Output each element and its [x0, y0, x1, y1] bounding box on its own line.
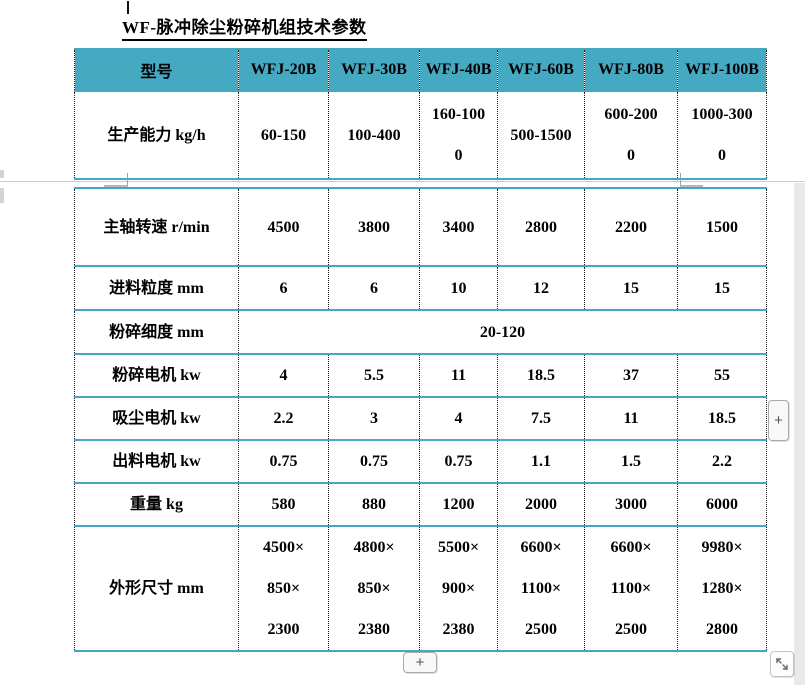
- value-cell[interactable]: 880: [328, 482, 420, 527]
- value-cell[interactable]: 4500× 850× 2300: [238, 525, 329, 652]
- value-cell[interactable]: 2.2: [677, 439, 767, 484]
- row-label-cell[interactable]: 主轴转速 r/min: [74, 187, 239, 267]
- page-title: WF-脉冲除尘粉碎机组技术参数: [122, 13, 367, 41]
- value-cell[interactable]: 0.75: [419, 439, 498, 484]
- row-label-cell[interactable]: 外形尺寸 mm: [74, 525, 239, 652]
- value-cell[interactable]: 12: [497, 265, 585, 311]
- table-row-fineness: 粉碎细度 mm 20-120: [74, 309, 767, 355]
- value-cell[interactable]: 600-200 0: [584, 90, 678, 180]
- value-cell[interactable]: 6600× 1100× 2500: [584, 525, 678, 652]
- value-cell[interactable]: 6: [238, 265, 329, 311]
- value-cell[interactable]: 1000-300 0: [677, 90, 767, 180]
- value-cell[interactable]: 160-100 0: [419, 90, 498, 180]
- row-label-cell[interactable]: 吸尘电机 kw: [74, 396, 239, 441]
- value-cell[interactable]: 500-1500: [497, 90, 585, 180]
- merged-value-cell[interactable]: 20-120: [238, 309, 767, 355]
- row-label-cell[interactable]: 粉碎细度 mm: [74, 309, 239, 355]
- plus-icon: +: [415, 654, 425, 671]
- split-handle-line-right[interactable]: [680, 173, 681, 188]
- header-cell-model[interactable]: 型号: [74, 48, 239, 92]
- value-cell[interactable]: 6: [328, 265, 420, 311]
- header-cell[interactable]: WFJ-20B: [238, 48, 329, 92]
- header-cell[interactable]: WFJ-30B: [328, 48, 420, 92]
- value-cell[interactable]: 1500: [677, 187, 767, 267]
- spec-table-bottom-section: 主轴转速 r/min 4500 3800 3400 2800 2200 1500…: [74, 187, 767, 652]
- table-row-capacity: 生产能力 kg/h 60-150 100-400 160-100 0 500-1…: [74, 90, 767, 180]
- value-cell[interactable]: 60-150: [238, 90, 329, 180]
- value-cell[interactable]: 6000: [677, 482, 767, 527]
- split-handle-line-left[interactable]: [127, 173, 128, 188]
- value-cell[interactable]: 15: [584, 265, 678, 311]
- value-cell[interactable]: 2000: [497, 482, 585, 527]
- value-cell[interactable]: 3400: [419, 187, 498, 267]
- text-cursor: [127, 1, 129, 14]
- row-label-cell[interactable]: 进料粒度 mm: [74, 265, 239, 311]
- value-cell[interactable]: 1.5: [584, 439, 678, 484]
- value-cell[interactable]: 3800: [328, 187, 420, 267]
- table-row-dust-motor: 吸尘电机 kw 2.2 3 4 7.5 11 18.5: [74, 396, 767, 441]
- value-cell[interactable]: 4: [419, 396, 498, 441]
- header-cell[interactable]: WFJ-60B: [497, 48, 585, 92]
- header-cell[interactable]: WFJ-40B: [419, 48, 498, 92]
- plus-icon: +: [774, 412, 783, 429]
- value-cell[interactable]: 15: [677, 265, 767, 311]
- add-row-button[interactable]: +: [403, 652, 437, 673]
- page-edge-mark: [0, 188, 4, 203]
- split-handle-bar-left[interactable]: [104, 185, 128, 189]
- value-cell[interactable]: 580: [238, 482, 329, 527]
- split-handle-bar-right[interactable]: [680, 185, 703, 189]
- table-row-weight: 重量 kg 580 880 1200 2000 3000 6000: [74, 482, 767, 527]
- add-column-button[interactable]: +: [768, 400, 789, 441]
- value-cell[interactable]: 11: [584, 396, 678, 441]
- table-row-crusher-motor: 粉碎电机 kw 4 5.5 11 18.5 37 55: [74, 353, 767, 398]
- scrollbar-track[interactable]: [794, 183, 805, 685]
- value-cell[interactable]: 4500: [238, 187, 329, 267]
- value-cell[interactable]: 0.75: [328, 439, 420, 484]
- value-cell[interactable]: 11: [419, 353, 498, 398]
- value-cell[interactable]: 5.5: [328, 353, 420, 398]
- diagonal-resize-icon: [776, 658, 788, 670]
- table-row-spindle-speed: 主轴转速 r/min 4500 3800 3400 2800 2200 1500: [74, 187, 767, 267]
- header-cell[interactable]: WFJ-100B: [677, 48, 767, 92]
- value-cell[interactable]: 1.1: [497, 439, 585, 484]
- value-cell[interactable]: 1200: [419, 482, 498, 527]
- value-cell[interactable]: 6600× 1100× 2500: [497, 525, 585, 652]
- table-row-discharge-motor: 出料电机 kw 0.75 0.75 0.75 1.1 1.5 2.2: [74, 439, 767, 484]
- table-resize-handle[interactable]: [770, 651, 794, 677]
- value-cell[interactable]: 0.75: [238, 439, 329, 484]
- table-header-row: 型号 WFJ-20B WFJ-30B WFJ-40B WFJ-60B WFJ-8…: [74, 48, 767, 92]
- value-cell[interactable]: 55: [677, 353, 767, 398]
- value-cell[interactable]: 4: [238, 353, 329, 398]
- row-label-cell[interactable]: 重量 kg: [74, 482, 239, 527]
- row-label-cell[interactable]: 粉碎电机 kw: [74, 353, 239, 398]
- value-cell[interactable]: 2800: [497, 187, 585, 267]
- value-cell[interactable]: 18.5: [677, 396, 767, 441]
- value-cell[interactable]: 7.5: [497, 396, 585, 441]
- value-cell[interactable]: 5500× 900× 2380: [419, 525, 498, 652]
- row-label-cell[interactable]: 生产能力 kg/h: [74, 90, 239, 180]
- row-label-cell[interactable]: 出料电机 kw: [74, 439, 239, 484]
- value-cell[interactable]: 10: [419, 265, 498, 311]
- value-cell[interactable]: 4800× 850× 2380: [328, 525, 420, 652]
- value-cell[interactable]: 2200: [584, 187, 678, 267]
- table-row-dimensions: 外形尺寸 mm 4500× 850× 2300 4800× 850× 2380 …: [74, 525, 767, 652]
- header-cell[interactable]: WFJ-80B: [584, 48, 678, 92]
- value-cell[interactable]: 37: [584, 353, 678, 398]
- value-cell[interactable]: 18.5: [497, 353, 585, 398]
- value-cell[interactable]: 3000: [584, 482, 678, 527]
- value-cell[interactable]: 3: [328, 396, 420, 441]
- value-cell[interactable]: 100-400: [328, 90, 420, 180]
- table-split-divider: [0, 181, 805, 182]
- table-row-feed-size: 进料粒度 mm 6 6 10 12 15 15: [74, 265, 767, 311]
- page-edge-mark: [0, 170, 4, 178]
- spec-table-top-section: 型号 WFJ-20B WFJ-30B WFJ-40B WFJ-60B WFJ-8…: [74, 48, 767, 180]
- value-cell[interactable]: 9980× 1280× 2800: [677, 525, 767, 652]
- value-cell[interactable]: 2.2: [238, 396, 329, 441]
